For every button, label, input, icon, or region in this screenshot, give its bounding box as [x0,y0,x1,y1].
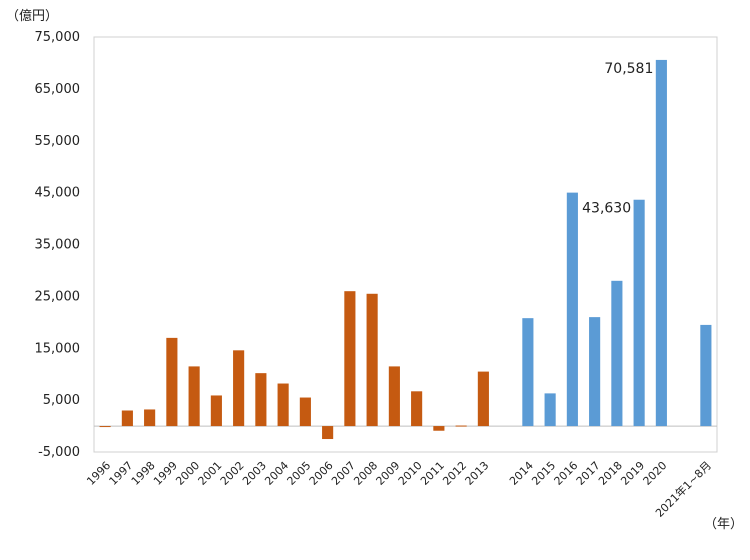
y-axis-unit-label: （億円） [6,8,58,24]
bar [633,199,645,427]
bar [477,371,489,427]
x-tick-label: 2018 [596,459,625,488]
x-tick-label: 2000 [173,459,202,488]
x-tick-label: 1999 [151,459,180,488]
x-tick-label: 2007 [329,459,358,488]
x-tick-label: 2004 [262,459,291,488]
y-tick-label: 65,000 [35,82,81,97]
x-tick-label: 2017 [574,459,603,488]
x-tick-label: 2009 [374,459,403,488]
bar [144,409,156,427]
x-tick-label: 2008 [351,459,380,488]
bar [188,366,200,427]
bar [611,280,623,427]
bar [255,373,267,427]
x-tick-label: 2010 [396,459,425,488]
data-label: 70,581 [604,61,653,77]
x-tick-label: 2001 [196,459,225,488]
y-tick-label: 55,000 [35,134,81,149]
x-tick-label: 1998 [129,459,158,488]
bar [411,391,423,427]
bar [522,318,534,427]
bar [344,291,356,427]
y-tick-label: 5,000 [43,393,80,408]
bar [210,395,222,427]
x-tick-label: 2005 [285,459,314,488]
bar [99,426,111,428]
x-tick-label: 1996 [84,459,113,488]
x-tick-label: 2006 [307,459,336,488]
x-tick-label: 2013 [463,459,492,488]
x-tick-label: 2014 [507,459,536,488]
x-tick-label: 2015 [529,459,558,488]
bar [388,366,400,427]
x-tick-label: 2020 [641,459,670,488]
bar [700,324,712,427]
x-tick-label: 2012 [440,459,469,488]
bar [277,383,289,427]
bar [589,317,601,427]
x-tick-label: 2003 [240,459,269,488]
bars [99,59,712,440]
y-tick-label: 45,000 [35,186,81,201]
x-axis-unit-label: （年） [704,517,743,532]
bar [566,192,578,427]
x-tick-label: 1997 [107,459,136,488]
x-axis-ticks: 1996199719981999200020012002200320042005… [84,458,714,520]
bar [166,337,178,427]
bar [299,397,311,427]
y-tick-label: 75,000 [35,30,81,45]
y-tick-label: 25,000 [35,289,81,304]
bar [121,410,133,427]
bar [366,293,378,427]
bar [455,425,467,427]
data-annotations: 70,581 43,630 [582,61,653,217]
plot-area [93,36,718,453]
x-tick-label: 2011 [418,459,447,488]
data-label: 43,630 [582,201,631,217]
y-tick-label: 15,000 [35,341,81,356]
x-tick-label: 2019 [618,459,647,488]
bar [322,426,334,440]
x-tick-label: 2002 [218,459,247,488]
y-tick-label: -5,000 [38,445,80,460]
bar [433,426,445,431]
bar [655,59,667,427]
bar [233,350,245,427]
y-tick-label: 35,000 [35,238,81,253]
y-axis-ticks: -5,000 5,000 15,000 25,000 35,000 45,000 55,00… [35,30,81,460]
bar [544,393,556,427]
x-tick-label: 2016 [552,459,581,488]
